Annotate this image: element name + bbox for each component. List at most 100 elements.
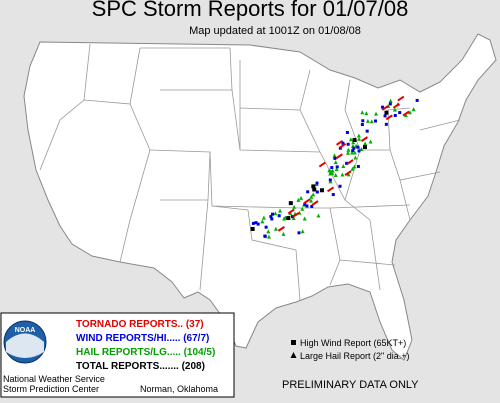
hail-report: [273, 211, 278, 216]
hail-report: [278, 208, 283, 213]
tornado-report: [360, 136, 369, 142]
wind-report: [315, 190, 319, 194]
center: Storm Prediction Center: [3, 384, 99, 394]
hail-report: [327, 168, 332, 173]
wind-report: [333, 156, 337, 160]
tornado-report: [292, 211, 300, 218]
high-wind-report: [384, 110, 389, 115]
wind-report: [263, 234, 267, 238]
high-wind-symbol: [291, 340, 296, 345]
wind-report: [331, 193, 335, 197]
subtitle: Map updated at 1001Z on 01/08/08: [189, 25, 361, 37]
hail-report: [392, 107, 397, 112]
hail-report: [346, 172, 351, 177]
hail-report: [302, 216, 307, 221]
hail-report: [266, 234, 271, 239]
large-hail-key: Large Hail Report (2" dia.+): [300, 351, 410, 361]
hail-report: [368, 139, 373, 144]
total-count: TOTAL REPORTS....... (208): [76, 361, 205, 372]
wind-report: [335, 165, 339, 169]
tornado-report: [311, 200, 319, 206]
wind-report: [356, 164, 360, 168]
logo-text: NOAA: [15, 327, 36, 334]
wind-report: [383, 114, 387, 118]
tornado-report: [287, 208, 295, 215]
high-wind-report: [311, 184, 316, 189]
wind-report: [290, 215, 294, 219]
hail-report: [292, 204, 297, 209]
tornado-report: [397, 95, 405, 102]
hail-report: [309, 198, 314, 203]
hail-report: [350, 166, 355, 171]
high-wind-report: [250, 227, 255, 232]
wind-report: [305, 204, 309, 208]
wind-report: [303, 202, 307, 206]
hail-report: [403, 113, 408, 118]
wind-report: [269, 215, 273, 219]
wind-report: [330, 166, 334, 170]
hail-report: [369, 119, 374, 124]
wind-report: [361, 119, 365, 123]
high-wind-report: [352, 137, 357, 142]
high-wind-report: [286, 216, 291, 221]
wind-report: [251, 221, 255, 225]
wind-report: [381, 105, 385, 109]
tornado-report: [327, 186, 335, 193]
wind-report: [357, 149, 361, 153]
hail-report: [333, 173, 338, 178]
tornado-report: [346, 159, 354, 165]
hail-report: [363, 141, 368, 146]
wind-report: [306, 190, 310, 194]
wind-report: [393, 113, 397, 117]
wind-report: [345, 161, 349, 165]
wind-report: [271, 212, 275, 216]
title: SPC Storm Reports for 01/07/08: [92, 0, 409, 21]
hail-report: [296, 197, 301, 202]
state-lines: [39, 43, 461, 301]
wind-report: [256, 222, 260, 226]
wind-count: WIND REPORTS/HI..... (67/7): [76, 333, 209, 344]
wind-report: [341, 141, 345, 145]
noaa-bird: [6, 333, 44, 358]
tornado-report: [277, 226, 285, 232]
hail-report: [388, 98, 393, 103]
wind-report: [351, 149, 355, 153]
wind-report: [315, 181, 319, 185]
tornado-count: TORNADO REPORTS.. (37): [76, 319, 204, 330]
hail-report: [311, 192, 316, 197]
hail-report: [334, 166, 339, 171]
hail-report: [364, 111, 369, 116]
hail-report: [266, 229, 271, 234]
hail-report: [345, 150, 350, 155]
hail-report: [332, 153, 337, 158]
tornado-report: [318, 161, 326, 168]
hail-report: [330, 171, 335, 176]
preliminary-note: PRELIMINARY DATA ONLY: [282, 379, 419, 391]
wind-report: [338, 184, 342, 188]
wind-report: [345, 131, 349, 135]
hail-report: [309, 194, 314, 199]
wind-report: [388, 102, 392, 106]
tornado-report: [303, 198, 311, 205]
tornado-report: [335, 153, 343, 160]
location: Norman, Oklahoma: [140, 384, 218, 394]
tornado-report: [339, 142, 347, 149]
wind-report: [415, 98, 419, 102]
wind-report: [328, 178, 332, 182]
high-wind-report: [288, 201, 293, 206]
hail-report: [353, 155, 358, 160]
hail-report: [348, 137, 353, 142]
wind-report: [254, 221, 258, 225]
hail-report: [273, 226, 278, 231]
hail-report: [260, 219, 265, 224]
hail-report: [261, 215, 266, 220]
hail-report: [365, 118, 370, 123]
hail-report: [333, 160, 338, 165]
hail-report: [374, 111, 379, 116]
tornado-report: [381, 105, 389, 111]
hail-report: [356, 133, 361, 138]
wind-report: [310, 204, 314, 208]
wind-report: [346, 142, 350, 146]
hail-report: [357, 136, 362, 141]
